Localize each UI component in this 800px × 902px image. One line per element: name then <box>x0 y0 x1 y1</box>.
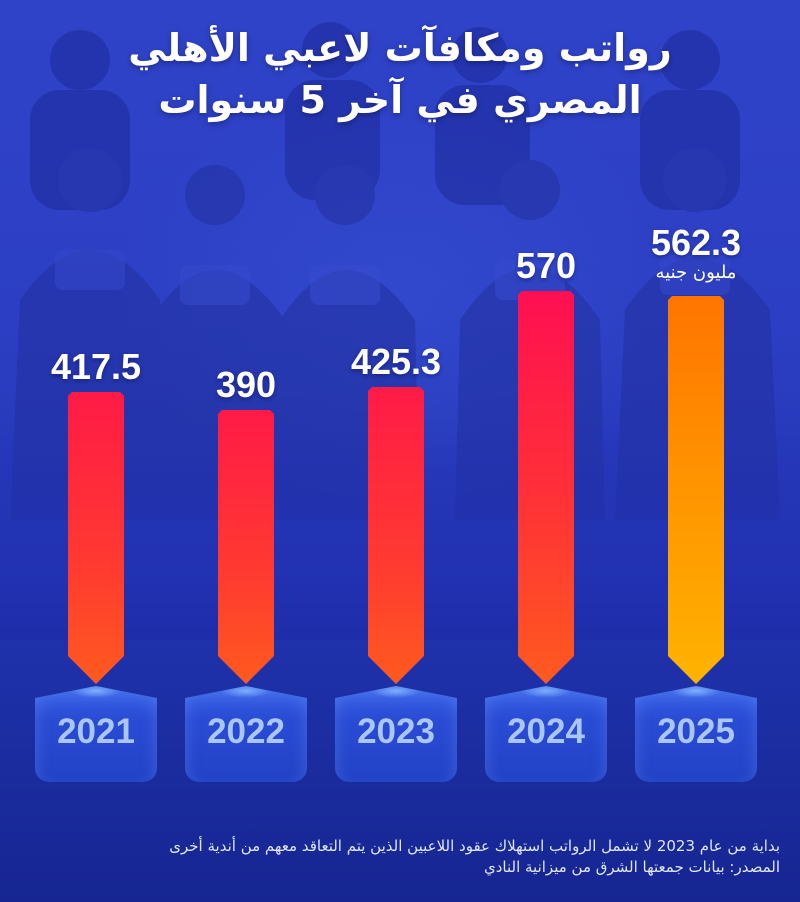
year-tile-2022: 2022 <box>185 686 307 782</box>
year-label-2021: 2021 <box>57 712 135 751</box>
footnotes: بداية من عام 2023 لا تشمل الرواتب استهلا… <box>10 836 780 878</box>
footnote-note: بداية من عام 2023 لا تشمل الرواتب استهلا… <box>169 837 780 855</box>
year-label-2025: 2025 <box>657 712 735 751</box>
bar-2024 <box>518 291 574 684</box>
bar-2021 <box>68 392 124 684</box>
tile-glow <box>221 686 271 698</box>
year-label-2023: 2023 <box>357 712 435 751</box>
tile-glow <box>71 686 121 698</box>
value-label-2023: 425.3 <box>350 341 442 382</box>
year-tile-2023: 2023 <box>335 686 457 782</box>
value-label-2021: 417.5 <box>50 346 142 387</box>
year-label-2022: 2022 <box>207 712 285 751</box>
tile-glow <box>371 686 421 698</box>
footnote-source: المصدر: بيانات جمعتها الشرق من ميزانية ا… <box>483 858 780 876</box>
unit-label: مليون جنيه <box>655 262 737 283</box>
value-label-2025: 562.3 <box>650 222 742 263</box>
tile-glow <box>521 686 571 698</box>
chart-title: رواتب ومكافآت لاعبي الأهلي المصري في آخر… <box>0 22 800 126</box>
tile-glow <box>671 686 721 698</box>
bar-2025 <box>668 296 724 684</box>
bar-2022 <box>218 410 274 684</box>
title-line-1: رواتب ومكافآت لاعبي الأهلي <box>128 26 672 70</box>
value-label-2024: 570 <box>515 245 577 286</box>
year-tile-2025: 2025 <box>635 686 757 782</box>
value-label-2022: 390 <box>215 364 277 405</box>
year-tile-2024: 2024 <box>485 686 607 782</box>
year-tile-2021: 2021 <box>35 686 157 782</box>
year-label-2024: 2024 <box>507 712 585 751</box>
bar-2023 <box>368 387 424 684</box>
title-line-2: المصري في آخر 5 سنوات <box>158 78 642 122</box>
